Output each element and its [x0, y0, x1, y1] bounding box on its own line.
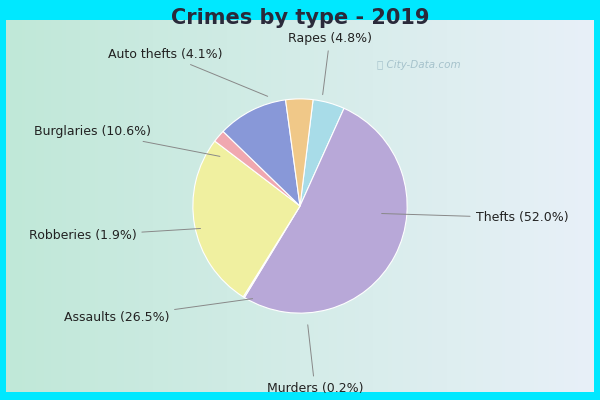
Wedge shape	[215, 131, 300, 206]
Text: Assaults (26.5%): Assaults (26.5%)	[64, 299, 253, 324]
Wedge shape	[223, 100, 300, 206]
Wedge shape	[286, 99, 313, 206]
Text: Burglaries (10.6%): Burglaries (10.6%)	[34, 125, 220, 156]
Text: Thefts (52.0%): Thefts (52.0%)	[382, 212, 568, 224]
Wedge shape	[244, 108, 407, 313]
Wedge shape	[243, 206, 300, 298]
Wedge shape	[193, 141, 300, 297]
Text: Robberies (1.9%): Robberies (1.9%)	[29, 228, 200, 242]
Text: Rapes (4.8%): Rapes (4.8%)	[288, 32, 372, 95]
Text: Auto thefts (4.1%): Auto thefts (4.1%)	[108, 48, 268, 96]
Text: ⓘ City-Data.com: ⓘ City-Data.com	[377, 60, 461, 70]
Wedge shape	[300, 100, 344, 206]
Text: Murders (0.2%): Murders (0.2%)	[266, 325, 363, 394]
Text: Crimes by type - 2019: Crimes by type - 2019	[171, 8, 429, 28]
